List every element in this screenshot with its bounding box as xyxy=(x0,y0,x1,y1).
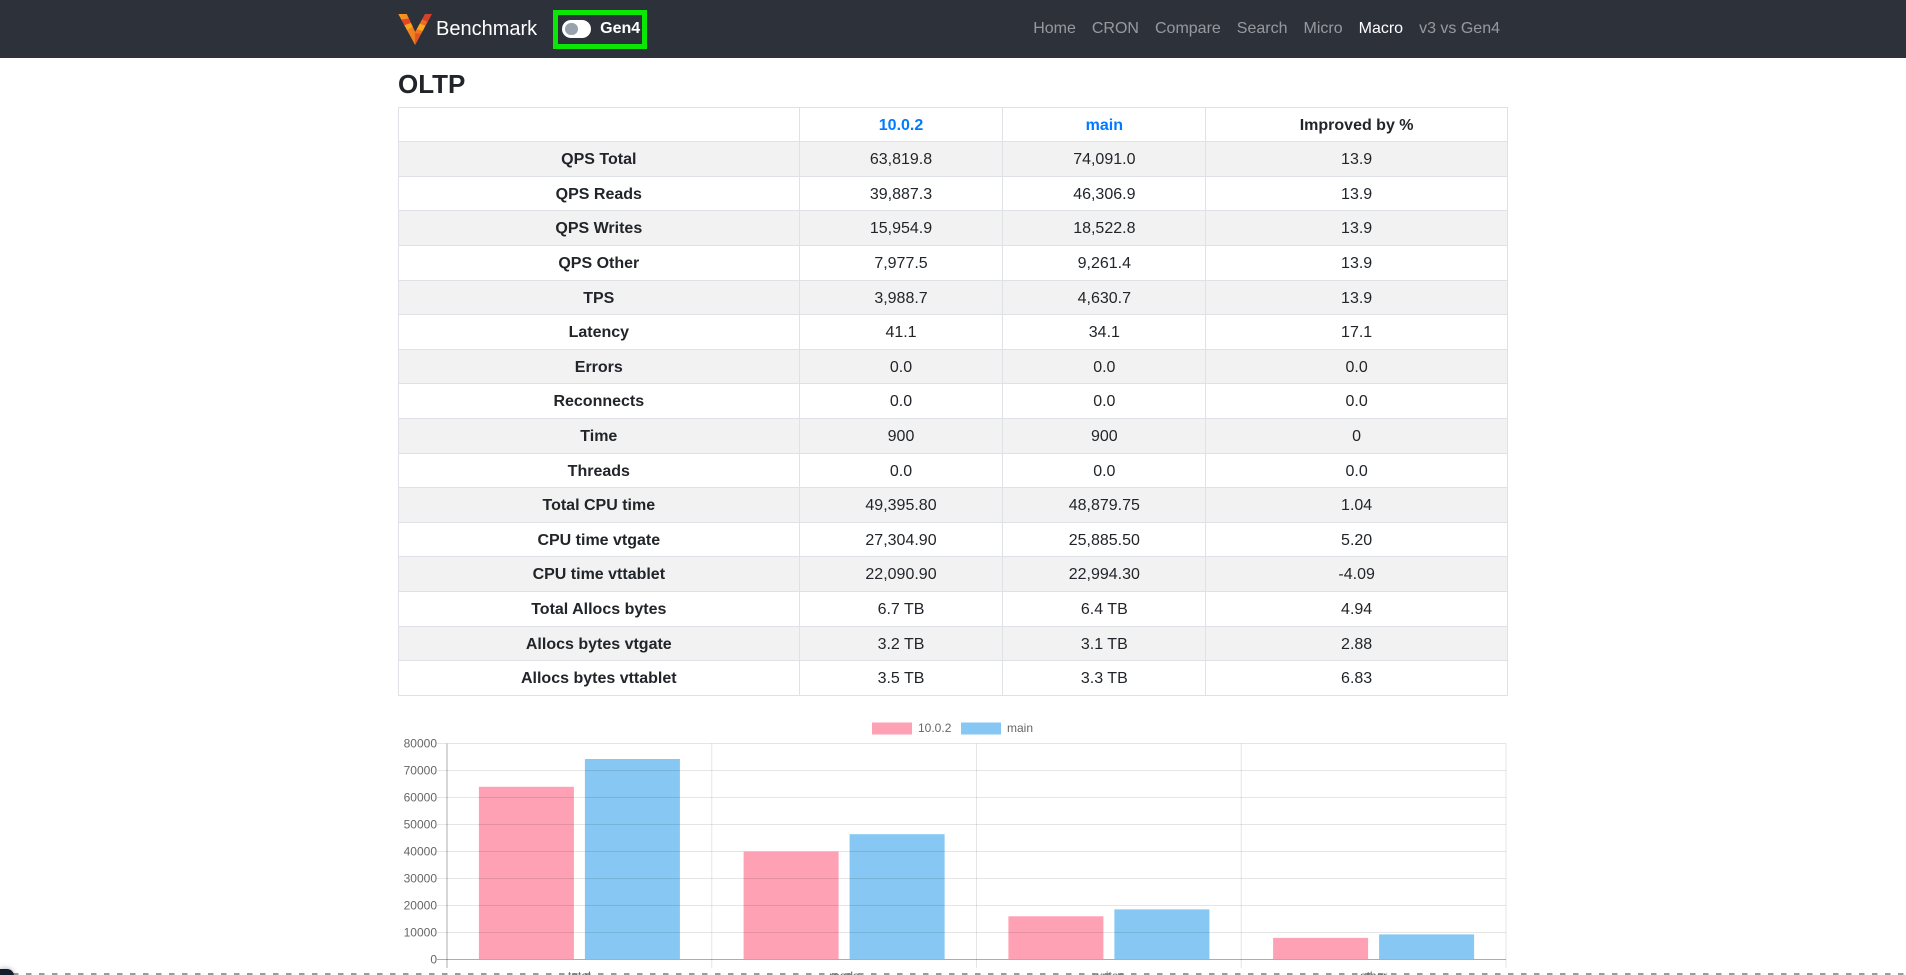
svg-text:reads: reads xyxy=(829,969,859,975)
svg-text:20000: 20000 xyxy=(404,898,438,912)
svg-text:0: 0 xyxy=(430,952,437,966)
svg-text:60000: 60000 xyxy=(404,790,438,804)
svg-text:main: main xyxy=(1007,721,1033,735)
svg-text:40000: 40000 xyxy=(404,844,438,858)
svg-text:10000: 10000 xyxy=(404,925,438,939)
svg-text:other: other xyxy=(1360,969,1387,975)
svg-text:10.0.2: 10.0.2 xyxy=(918,721,952,735)
svg-text:total: total xyxy=(568,969,591,975)
svg-text:30000: 30000 xyxy=(404,871,438,885)
svg-text:80000: 80000 xyxy=(404,736,438,750)
svg-text:writes: writes xyxy=(1092,969,1124,975)
svg-text:50000: 50000 xyxy=(404,817,438,831)
svg-text:70000: 70000 xyxy=(404,763,438,777)
